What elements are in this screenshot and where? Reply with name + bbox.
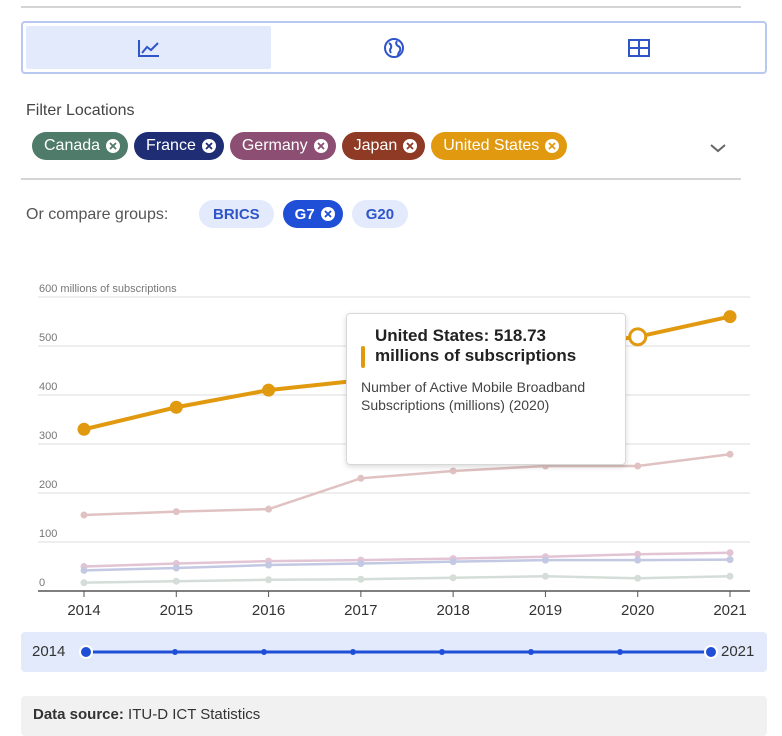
location-chip[interactable]: United States [431,132,568,160]
data-point [634,462,642,470]
data-point [172,577,180,585]
data-point [449,574,457,582]
filter-divider [21,178,741,180]
series-line-germany [83,551,731,568]
data-point [172,508,180,516]
data-point [726,556,734,564]
group-chip-label: G20 [365,205,395,223]
data-point [169,400,183,414]
tooltip-color-bar [361,346,365,368]
timeline-end-label: 2021 [721,643,755,660]
remove-icon[interactable] [403,139,418,153]
data-point [80,579,88,587]
group-chip-g7[interactable]: G7 [282,200,343,228]
data-point [723,310,737,324]
x-tick-label: 2018 [436,602,469,619]
y-tick-label: 600 millions of subscriptions [39,283,177,295]
remove-icon[interactable] [106,139,121,153]
data-point [265,561,273,569]
data-point [541,556,549,564]
x-tick-label: 2015 [160,602,193,619]
remove-icon[interactable] [201,139,216,153]
data-point [541,572,549,580]
tooltip-description: Number of Active Mobile Broadband Subscr… [361,379,586,413]
y-tick-label: 100 [39,528,57,540]
chart-view-button[interactable] [26,26,272,69]
line-chart-icon [137,39,159,57]
y-tick-label: 400 [39,381,57,393]
x-tick-label: 2014 [67,602,100,619]
location-chip-label: Canada [44,137,101,154]
data-point [634,574,642,582]
top-divider [21,6,741,8]
map-view-button[interactable] [271,26,516,69]
timeline-end-handle[interactable] [704,645,718,659]
data-point [634,556,642,564]
group-chip-brics[interactable]: BRICS [199,200,274,228]
y-tick-label: 500 [39,332,57,344]
data-point [357,474,365,482]
x-tick-label: 2021 [713,602,746,619]
line-chart: 0 100 200 300 400 500 600 millions of subscrip… [38,283,750,619]
location-chip-label: Germany [241,137,308,154]
timeline-start-handle[interactable] [79,645,93,659]
data-source-label: Data source: [33,706,124,723]
remove-icon[interactable] [313,139,328,153]
x-tick-label: 2019 [529,602,562,619]
location-chip-label: United States [443,137,540,154]
data-point [77,422,91,436]
chart-tooltip: United States: 518.73 millions of subscr… [346,313,626,465]
remove-icon[interactable] [320,207,335,221]
data-point [172,564,180,572]
x-tick-label: 2020 [621,602,654,619]
data-point [265,505,273,513]
remove-icon[interactable] [545,139,560,153]
x-tick-label: 2017 [344,602,377,619]
timeline-slider[interactable]: 2014 2021 [21,632,767,672]
data-point [265,576,273,584]
data-point [357,575,365,583]
data-point [449,558,457,566]
group-chip-label: G7 [294,205,315,223]
group-chip-label: BRICS [213,205,260,223]
chevron-down-icon[interactable] [708,142,728,154]
data-point [726,572,734,580]
data-point [80,511,88,519]
data-point [634,550,642,558]
series-line-france [83,558,731,572]
tooltip-title: United States: 518.73 millions of subscr… [375,326,577,365]
view-toggle [21,21,767,74]
data-point [726,549,734,557]
globe-icon [383,37,404,58]
table-view-button[interactable] [517,26,762,69]
hovered-data-point [628,327,648,347]
data-point [726,450,734,458]
compare-groups-label: Or compare groups: [26,206,169,223]
y-tick-label: 300 [39,430,57,442]
location-chip[interactable]: Japan [341,132,426,160]
series-line-japan [83,453,731,517]
location-chip[interactable]: France [134,132,224,160]
y-tick-label: 200 [39,479,57,491]
table-icon [628,38,651,57]
location-chips: Canada France Germany Japan United States [32,132,568,160]
filter-locations-title: Filter Locations [26,102,135,119]
data-source: Data source: ITU-D ICT Statistics [21,696,767,736]
data-point [449,467,457,475]
timeline-track[interactable] [21,632,767,672]
data-point [357,560,365,568]
series-line-canada [83,575,731,584]
x-tick-label: 2016 [252,602,285,619]
data-point [80,566,88,574]
location-chip[interactable]: Canada [32,132,129,160]
location-chip-label: Japan [353,137,398,154]
group-chips: BRICS G7 G20 [199,200,409,228]
data-source-value: ITU-D ICT Statistics [128,706,261,723]
group-chip-g20[interactable]: G20 [351,200,409,228]
location-chip-label: France [146,137,196,154]
y-tick-label: 0 [39,577,45,589]
timeline-start-label: 2014 [32,643,66,660]
data-point [262,383,276,397]
location-chip[interactable]: Germany [229,132,336,160]
